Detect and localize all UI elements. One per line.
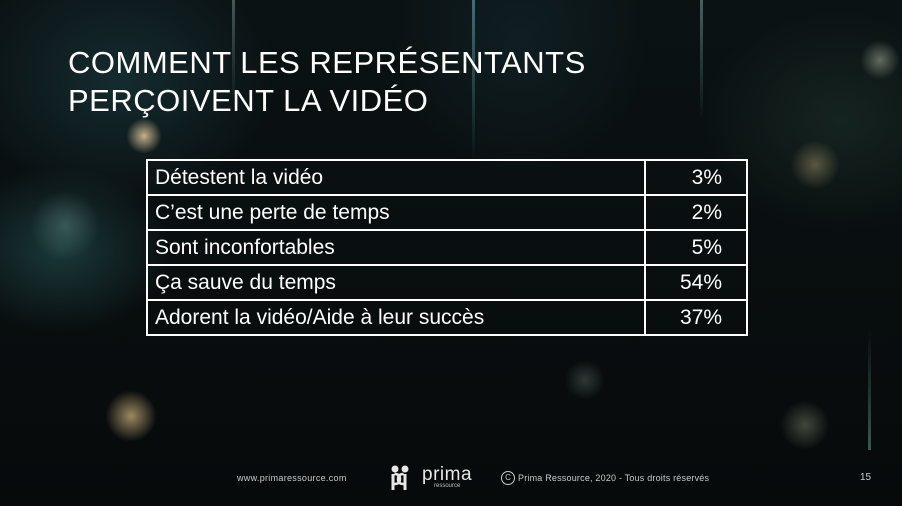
- row-label: Ça sauve du temps: [146, 264, 646, 301]
- bokeh-light: [126, 118, 162, 154]
- logo-mark-icon: [391, 465, 409, 490]
- row-label: Sont inconfortables: [146, 229, 646, 266]
- copyright-text: Prima Ressource, 2020 - Tous droits rése…: [518, 473, 710, 483]
- website-url: www.primaressource.com: [237, 473, 347, 483]
- row-value: 37%: [644, 299, 748, 336]
- slide-title: COMMENT LES REPRÉSENTANTS PERÇOIVENT LA …: [68, 44, 586, 120]
- prima-ressource-logo: prima ressource: [386, 462, 486, 492]
- light-streak: [700, 0, 703, 120]
- copyright-notice: C Prima Ressource, 2020 - Tous droits rés…: [501, 471, 709, 485]
- table-row: Sont inconfortables 5%: [146, 229, 748, 266]
- perception-table: Détestent la vidéo 3% C’est une perte de…: [146, 159, 748, 336]
- bokeh-light: [105, 390, 157, 442]
- light-streak: [868, 330, 871, 450]
- table-row: Ça sauve du temps 54%: [146, 264, 748, 301]
- row-value: 3%: [644, 159, 748, 196]
- row-label: Adorent la vidéo/Aide à leur succès: [146, 299, 646, 336]
- bokeh-light: [30, 190, 100, 260]
- bokeh-light: [790, 140, 840, 190]
- bokeh-light: [565, 360, 605, 400]
- logo-subtitle: ressource: [434, 483, 461, 489]
- bokeh-light: [860, 40, 900, 80]
- bokeh-light: [780, 400, 830, 450]
- table-row: Détestent la vidéo 3%: [146, 159, 748, 196]
- page-number: 15: [860, 472, 872, 483]
- logo-wordmark: prima: [422, 464, 473, 485]
- row-value: 54%: [644, 264, 748, 301]
- slide-title-line-2: PERÇOIVENT LA VIDÉO: [68, 83, 429, 118]
- slide-title-line-1: COMMENT LES REPRÉSENTANTS: [68, 45, 586, 80]
- slide-footer: www.primaressource.com prima ressource C…: [0, 462, 902, 492]
- table-row: C’est une perte de temps 2%: [146, 194, 748, 231]
- row-label: C’est une perte de temps: [146, 194, 646, 231]
- row-label: Détestent la vidéo: [146, 159, 646, 196]
- table-row: Adorent la vidéo/Aide à leur succès 37%: [146, 299, 748, 336]
- row-value: 2%: [644, 194, 748, 231]
- row-value: 5%: [644, 229, 748, 266]
- copyright-icon: C: [501, 471, 515, 485]
